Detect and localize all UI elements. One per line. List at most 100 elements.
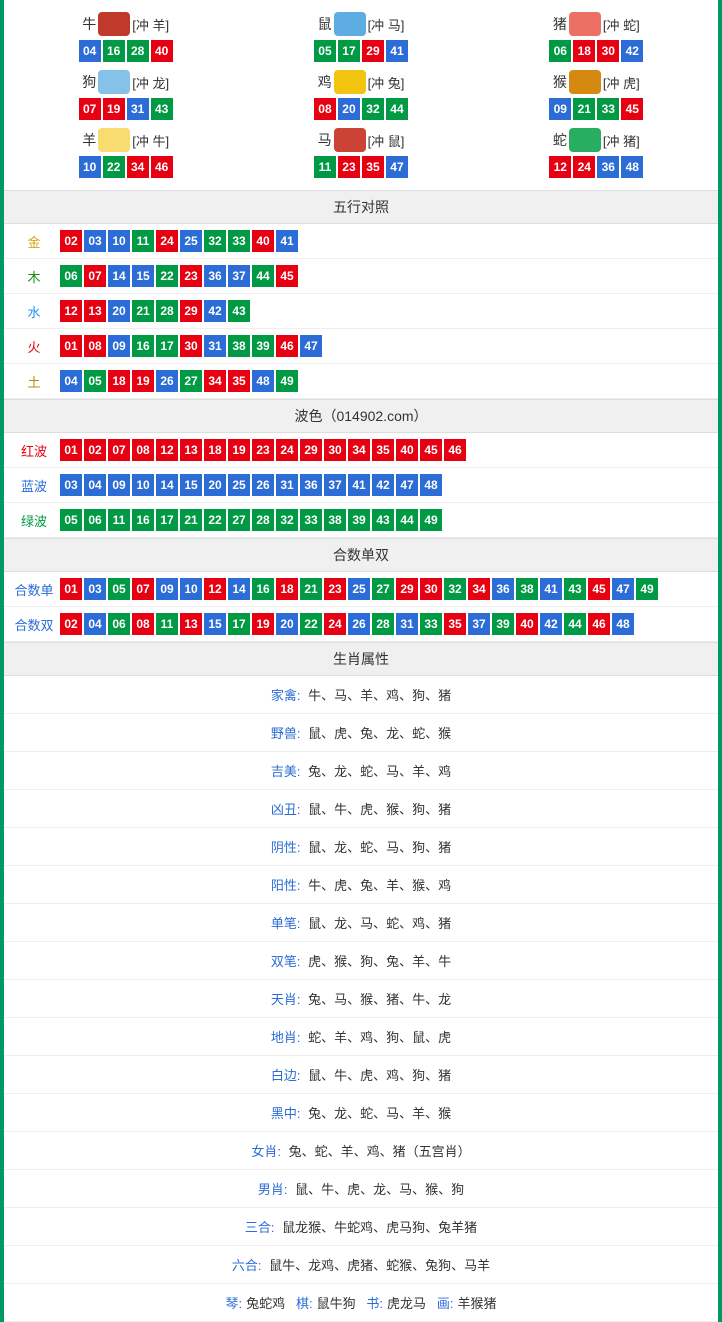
number-ball: 32	[276, 509, 298, 531]
number-ball: 45	[588, 578, 610, 600]
zodiac-name: 狗	[82, 72, 96, 92]
number-ball: 37	[324, 474, 346, 496]
zodiac-cell: 马 [冲 鼠] 11233547	[243, 124, 478, 182]
number-ball: 28	[156, 300, 178, 322]
number-ball: 19	[228, 439, 250, 461]
zodiac-icon	[569, 128, 601, 152]
number-ball: 09	[108, 474, 130, 496]
number-ball: 20	[204, 474, 226, 496]
table-row: 合数单 010305070910121416182123252729303234…	[4, 572, 718, 607]
number-ball: 37	[468, 613, 490, 635]
number-ball: 27	[228, 509, 250, 531]
zodiac-icon	[334, 128, 366, 152]
number-ball: 33	[300, 509, 322, 531]
attr-row: 黑中: 兔、龙、蛇、马、羊、猴	[4, 1094, 718, 1132]
number-ball: 42	[621, 40, 643, 62]
number-ball: 34	[127, 156, 149, 178]
number-ball: 11	[314, 156, 336, 178]
attr-label: 琴:	[225, 1296, 242, 1311]
row-label: 绿波	[8, 511, 60, 530]
number-ball: 45	[420, 439, 442, 461]
zodiac-name: 羊	[82, 130, 96, 150]
number-ball: 09	[549, 98, 571, 120]
zodiac-cell: 鼠 [冲 马] 05172941	[243, 8, 478, 66]
number-ball: 10	[108, 230, 130, 252]
number-ball: 17	[338, 40, 360, 62]
number-ball: 16	[132, 335, 154, 357]
zodiac-clash: [冲 猪]	[603, 131, 640, 150]
attrs-title: 生肖属性	[4, 642, 718, 676]
number-ball: 36	[492, 578, 514, 600]
number-ball: 16	[252, 578, 274, 600]
attr-row: 白边: 鼠、牛、虎、鸡、狗、猪	[4, 1056, 718, 1094]
zodiac-clash: [冲 鼠]	[368, 131, 405, 150]
row-balls: 1213202128294243	[60, 300, 250, 322]
number-ball: 42	[372, 474, 394, 496]
number-ball: 38	[324, 509, 346, 531]
page-container: 牛 [冲 羊] 04162840 鼠 [冲 马] 05172941 猪 [冲 蛇…	[0, 0, 722, 1322]
number-ball: 24	[156, 230, 178, 252]
attr-row: 阳性: 牛、虎、兔、羊、猴、鸡	[4, 866, 718, 904]
number-ball: 22	[204, 509, 226, 531]
number-ball: 34	[348, 439, 370, 461]
table-row: 土 04051819262734354849	[4, 364, 718, 399]
attr-value: 鼠龙猴、牛蛇鸡、虎马狗、兔羊猪	[282, 1220, 477, 1235]
attr-label: 男肖:	[258, 1182, 288, 1197]
number-ball: 10	[180, 578, 202, 600]
attr-row: 阴性: 鼠、龙、蛇、马、狗、猪	[4, 828, 718, 866]
number-ball: 04	[84, 613, 106, 635]
number-ball: 24	[573, 156, 595, 178]
zodiac-clash: [冲 羊]	[132, 15, 169, 34]
number-ball: 31	[276, 474, 298, 496]
table-row: 红波 0102070812131819232429303435404546	[4, 433, 718, 468]
row-balls: 0102070812131819232429303435404546	[60, 439, 466, 461]
zodiac-clash: [冲 马]	[368, 15, 405, 34]
row-balls: 0204060811131517192022242628313335373940…	[60, 613, 634, 635]
number-ball: 01	[60, 578, 82, 600]
number-ball: 24	[276, 439, 298, 461]
number-ball: 32	[204, 230, 226, 252]
number-ball: 17	[156, 335, 178, 357]
number-ball: 48	[612, 613, 634, 635]
number-ball: 05	[60, 509, 82, 531]
number-ball: 02	[84, 439, 106, 461]
number-ball: 23	[338, 156, 360, 178]
number-ball: 05	[108, 578, 130, 600]
table-row: 绿波 05061116172122272832333839434449	[4, 503, 718, 538]
row-balls: 02031011242532334041	[60, 230, 298, 252]
number-ball: 06	[84, 509, 106, 531]
number-ball: 33	[420, 613, 442, 635]
zodiac-balls: 09213345	[479, 98, 714, 120]
zodiac-cell: 鸡 [冲 兔] 08203244	[243, 66, 478, 124]
number-ball: 11	[132, 230, 154, 252]
number-ball: 45	[276, 265, 298, 287]
zodiac-cell: 牛 [冲 羊] 04162840	[8, 8, 243, 66]
number-ball: 12	[204, 578, 226, 600]
number-ball: 28	[372, 613, 394, 635]
number-ball: 43	[564, 578, 586, 600]
zodiac-name: 鸡	[318, 72, 332, 92]
heshu-title: 合数单双	[4, 538, 718, 572]
number-ball: 32	[444, 578, 466, 600]
number-ball: 20	[276, 613, 298, 635]
number-ball: 47	[396, 474, 418, 496]
number-ball: 22	[300, 613, 322, 635]
number-ball: 31	[396, 613, 418, 635]
number-ball: 46	[444, 439, 466, 461]
number-ball: 06	[60, 265, 82, 287]
number-ball: 23	[252, 439, 274, 461]
number-ball: 47	[300, 335, 322, 357]
number-ball: 40	[396, 439, 418, 461]
number-ball: 49	[276, 370, 298, 392]
number-ball: 07	[132, 578, 154, 600]
attr-row: 男肖: 鼠、牛、虎、龙、马、猴、狗	[4, 1170, 718, 1208]
number-ball: 08	[132, 613, 154, 635]
number-ball: 17	[156, 509, 178, 531]
zodiac-grid: 牛 [冲 羊] 04162840 鼠 [冲 马] 05172941 猪 [冲 蛇…	[4, 0, 718, 190]
attr-value: 兔、龙、蛇、马、羊、猴	[308, 1106, 451, 1121]
number-ball: 07	[79, 98, 101, 120]
attr-value: 鼠、牛、虎、龙、马、猴、狗	[295, 1182, 464, 1197]
bose-rows: 红波 0102070812131819232429303435404546蓝波 …	[4, 433, 718, 538]
attr-label: 家禽:	[271, 688, 301, 703]
row-balls: 05061116172122272832333839434449	[60, 509, 442, 531]
